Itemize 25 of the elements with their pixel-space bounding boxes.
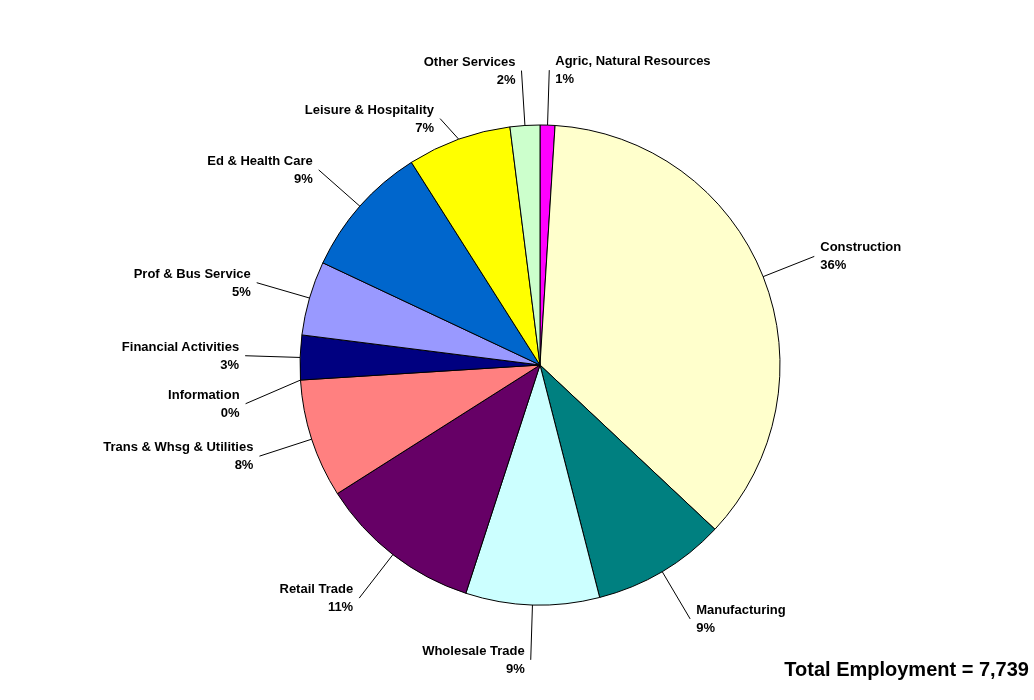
data-label: 8%: [234, 457, 254, 473]
data-label: 11%: [327, 599, 354, 615]
legend-label: Information: [168, 386, 240, 402]
slice-label: Wholesale Trade: [422, 642, 525, 658]
slice-label: Retail Trade: [279, 581, 354, 597]
slice-label: Trans & Whsg & Utilities: [103, 439, 254, 455]
data-label: 36%: [820, 257, 847, 273]
data-label: 5%: [231, 283, 252, 299]
data-label: 9%: [696, 619, 716, 635]
slice-label: Ed & Health Care: [207, 152, 313, 168]
data-label: 1%: [555, 71, 575, 87]
data-label: 3%: [220, 356, 240, 372]
data-label: 2%: [496, 71, 516, 87]
data-label: 7%: [415, 119, 435, 135]
text: Total Employment = 7,739: [784, 658, 1029, 680]
slice-label: Leisure & Hospitality: [304, 101, 435, 117]
slice-label: Agric, Natural Resources: [555, 53, 711, 69]
slice-label: Manufacturing: [696, 601, 786, 617]
slice-label: Prof & Bus Service: [133, 265, 251, 281]
data-label: 9%: [505, 660, 526, 676]
slice-label: Financial Activities: [121, 338, 240, 354]
data-label: 9%: [293, 170, 314, 186]
slice-label: Other Services: [423, 53, 516, 69]
text: 0%: [220, 404, 240, 420]
slice-label: Construction: [820, 239, 902, 255]
